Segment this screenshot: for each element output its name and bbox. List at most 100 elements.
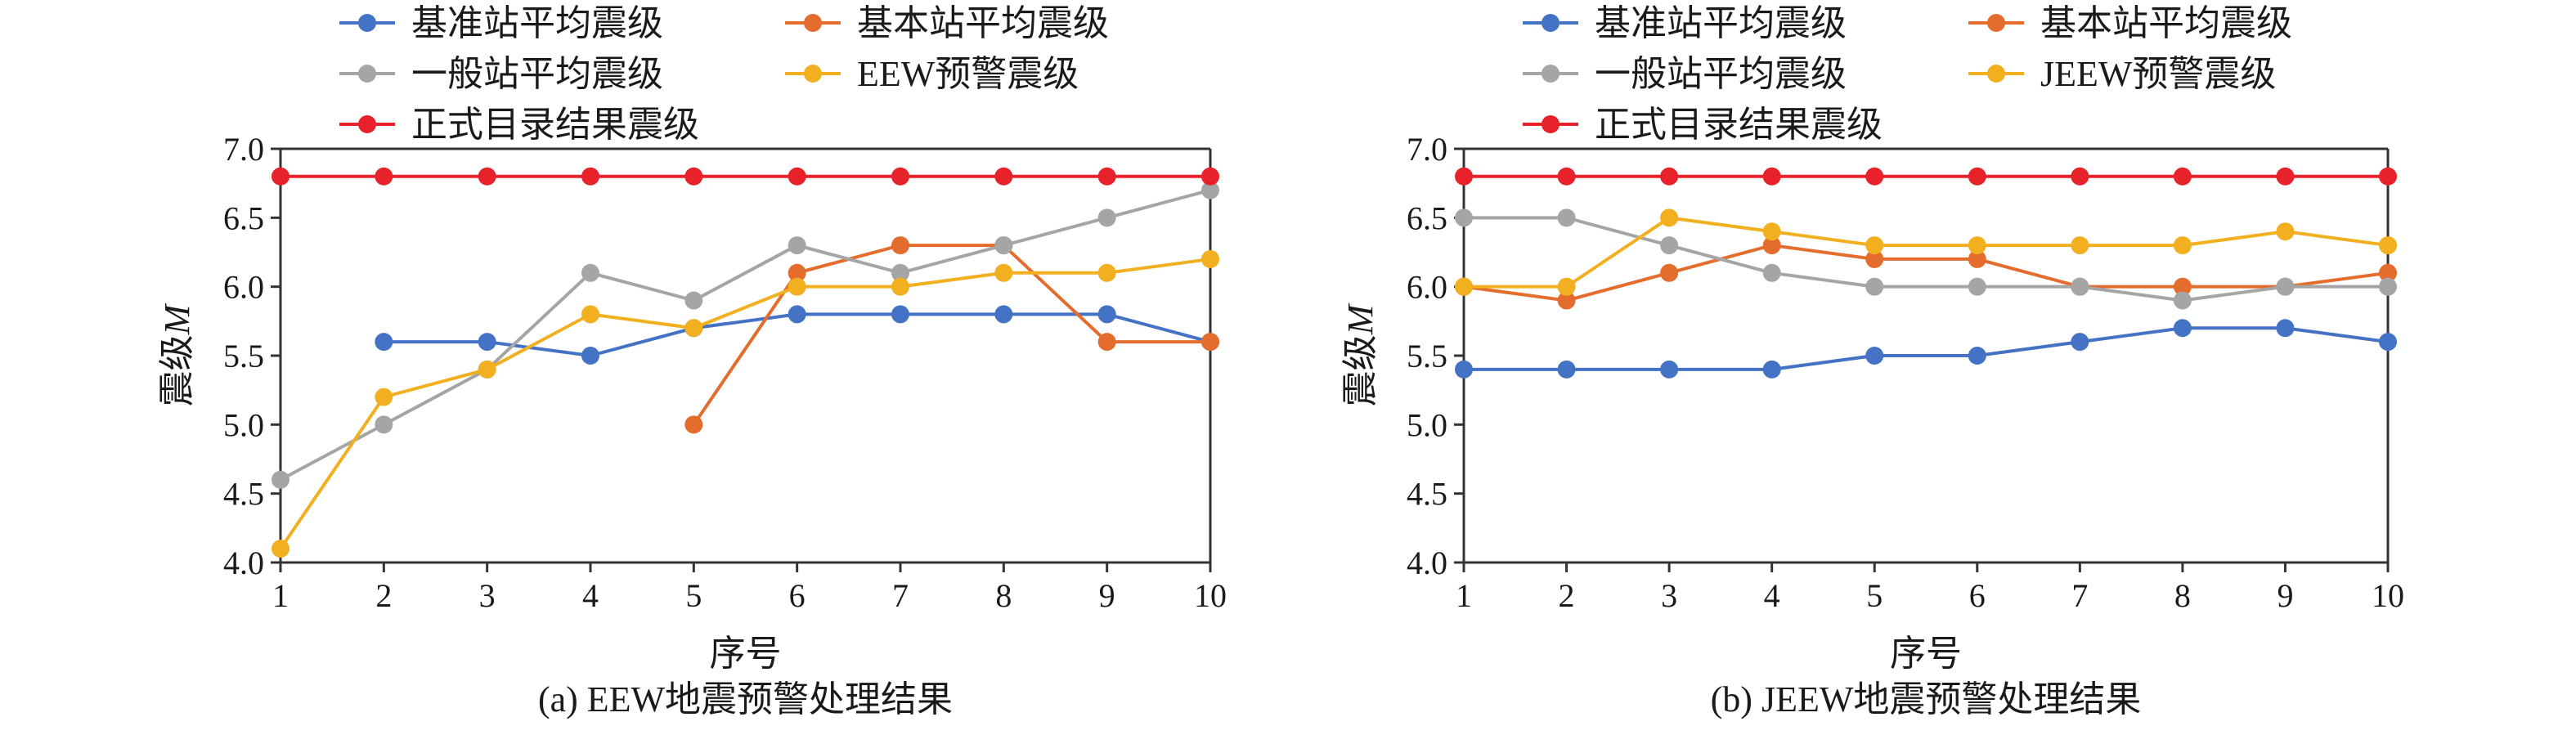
legend-item: 正式目录结果震级 <box>1523 105 1883 145</box>
data-point <box>2379 263 2397 282</box>
legend-label: JEEW预警震级 <box>2040 54 2276 94</box>
data-point <box>1097 333 1116 352</box>
series-0 <box>375 305 1219 365</box>
series-line <box>1464 216 2389 289</box>
data-point <box>1865 236 1884 255</box>
series-0 <box>1455 319 2397 379</box>
x-tick-label: 10 <box>2372 577 2404 614</box>
data-point <box>1201 333 1219 352</box>
series-line <box>692 244 1210 426</box>
chart-caption: (a) EEW地震预警处理结果 <box>538 679 953 719</box>
legend-marker <box>804 14 822 32</box>
data-point <box>1455 208 1473 227</box>
data-point <box>1455 277 1473 296</box>
data-point <box>788 277 806 296</box>
data-point <box>1762 360 1781 379</box>
chart-panel-b: 4.0 4.5 5.0 5.5 6.0 6.5 7.0 1 2 3 4 5 6 7 8 9 10 序号 震级M 基准站… <box>1340 3 2404 719</box>
series-line <box>1464 326 2389 371</box>
data-point <box>891 263 909 282</box>
data-point <box>581 347 599 365</box>
legend-marker <box>358 115 376 133</box>
legend-label: 基准站平均震级 <box>411 3 663 43</box>
y-axis-label-text: 震级 <box>157 334 197 406</box>
x-tick-label: 4 <box>582 577 599 614</box>
data-point <box>788 263 806 282</box>
data-point <box>1865 167 1884 186</box>
data-point <box>375 333 393 352</box>
legend-item: JEEW预警震级 <box>1968 54 2276 94</box>
legend-item: 基准站平均震级 <box>1523 3 1847 43</box>
data-point <box>2276 222 2295 241</box>
x-tick-label: 8 <box>2174 577 2191 614</box>
legend-label: 基本站平均震级 <box>2040 3 2292 43</box>
x-tick-label: 2 <box>1559 577 1575 614</box>
data-point <box>994 236 1013 255</box>
x-tick-label: 9 <box>2277 577 2293 614</box>
y-tick-label: 6.5 <box>1407 199 1447 236</box>
y-tick-label: 4.0 <box>1407 545 1447 581</box>
y-tick-label: 4.5 <box>1407 476 1447 513</box>
x-tick-label: 4 <box>1764 577 1780 614</box>
x-tick-label: 7 <box>892 577 909 614</box>
y-axis-label-symbol: M <box>1340 303 1380 335</box>
legend-item: 正式目录结果震级 <box>339 105 699 145</box>
data-point <box>1968 167 1986 186</box>
data-point <box>1097 263 1116 282</box>
chart-panel-a: 4.0 4.5 5.0 5.5 6.0 6.5 7.0 1 2 3 4 5 6 7 8 9 10 序号 震级M 基准站… <box>157 3 1227 719</box>
data-point <box>891 236 909 255</box>
data-point <box>2276 277 2295 296</box>
y-tick-label: 4.5 <box>223 476 264 513</box>
legend-item: 一般站平均震级 <box>339 54 663 94</box>
y-tick-label: 5.5 <box>223 338 264 374</box>
data-point <box>1557 208 1576 227</box>
data-point <box>1557 360 1576 379</box>
data-point <box>1097 167 1116 186</box>
data-point <box>2071 236 2089 255</box>
data-point <box>375 415 393 434</box>
data-point <box>1557 277 1576 296</box>
series-1 <box>684 236 1219 434</box>
data-point <box>1660 360 1679 379</box>
data-point <box>581 167 599 186</box>
data-point <box>478 360 496 379</box>
legend-marker <box>804 65 822 83</box>
y-axis-label-text: 震级 <box>1340 334 1380 406</box>
data-point <box>1865 249 1884 268</box>
data-point <box>684 167 703 186</box>
y-tick-label: 4.0 <box>223 545 264 581</box>
legend-label: 一般站平均震级 <box>411 54 663 94</box>
y-tick-label: 6.0 <box>1407 269 1447 306</box>
x-tick-label: 9 <box>1099 577 1115 614</box>
data-point <box>478 167 496 186</box>
legend-marker <box>1542 115 1560 133</box>
data-point <box>788 167 806 186</box>
x-tick-label: 5 <box>1866 577 1883 614</box>
chart-caption: (b) JEEW地震预警处理结果 <box>1711 679 2142 719</box>
x-tick-label: 1 <box>1456 577 1472 614</box>
data-point <box>2173 277 2192 296</box>
legend-marker <box>1542 65 1560 83</box>
data-point <box>1201 249 1219 268</box>
x-tick-label: 5 <box>685 577 702 614</box>
legend-marker <box>1987 65 2005 83</box>
legend-label: 正式目录结果震级 <box>1595 105 1883 145</box>
data-point <box>788 305 806 324</box>
data-point <box>1865 277 1884 296</box>
legend-item: 基本站平均震级 <box>785 3 1109 43</box>
legend-label: 一般站平均震级 <box>1595 54 1847 94</box>
data-point <box>684 319 703 338</box>
series-4 <box>1455 167 2397 186</box>
data-point <box>2173 236 2192 255</box>
data-point <box>1762 236 1781 255</box>
data-point <box>1762 167 1781 186</box>
data-point <box>1097 208 1116 227</box>
data-point <box>788 236 806 255</box>
data-point <box>2276 319 2295 338</box>
legend-item: 一般站平均震级 <box>1523 54 1847 94</box>
y-tick-label: 7.0 <box>223 131 264 168</box>
data-point <box>1968 277 1986 296</box>
series-1 <box>1455 236 2397 310</box>
series-3 <box>1455 208 2397 296</box>
legend-marker <box>358 14 376 32</box>
x-tick-label: 10 <box>1194 577 1227 614</box>
